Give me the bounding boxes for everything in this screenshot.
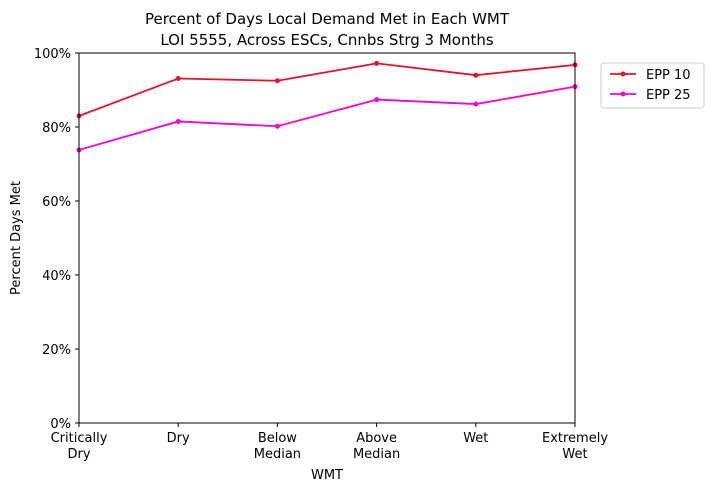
y-axis: 0% 20% 40% 60% 80% 100% (34, 47, 79, 432)
x-tick-label-line: Dry (67, 447, 90, 462)
y-tick-label: 40% (42, 269, 71, 284)
y-tick-label: 80% (42, 121, 71, 136)
y-tick-label: 0% (50, 417, 71, 432)
x-tick-label-line: Below (258, 431, 297, 446)
legend-marker-2 (620, 91, 626, 97)
x-tick-label: Dry (167, 431, 190, 446)
y-axis-label: Percent Days Met (9, 181, 24, 295)
x-tick-label-line: Wet (562, 447, 587, 462)
series-line-2 (78, 85, 576, 151)
x-axis-label: WMT (311, 468, 343, 483)
x-tick-label-line: Extremely (542, 431, 608, 446)
x-tick-label: Extremely Wet (542, 431, 608, 462)
x-tick-label-line: Above (356, 431, 397, 446)
y-tick-label: 60% (42, 195, 71, 210)
series-2-point-4 (374, 97, 380, 103)
x-tick-label-line: Median (254, 447, 301, 462)
series-2-point-2 (175, 118, 181, 124)
series-1-point-4 (374, 60, 380, 66)
x-tick-label-line: Dry (167, 431, 190, 446)
series-1-point-5 (473, 72, 479, 78)
x-tick-label-line: Critically (51, 431, 108, 446)
legend-label-1: EPP 10 (646, 68, 691, 83)
x-tick-label-line: Wet (463, 431, 488, 446)
series-line-1 (78, 62, 576, 117)
x-tick-label-line: Median (353, 447, 400, 462)
chart-title-line-1: Percent of Days Local Demand Met in Each… (145, 10, 510, 28)
legend: EPP 10 EPP 25 (600, 62, 705, 109)
y-tick-label: 20% (42, 343, 71, 358)
series-2-point-5 (473, 101, 479, 107)
series-2-point-3 (274, 123, 280, 129)
plot-area (76, 52, 578, 424)
plot-frame (78, 52, 576, 424)
chart-title: Percent of Days Local Demand Met in Each… (145, 10, 510, 49)
legend-marker-1 (620, 71, 626, 77)
series-1-point-2 (175, 76, 181, 82)
series-1-point-3 (274, 78, 280, 84)
x-tick-label: Below Median (254, 431, 301, 462)
x-tick-label: Wet (463, 431, 488, 446)
x-tick-label: Above Median (353, 431, 400, 462)
chart-title-line-2: LOI 5555, Across ESCs, Cnnbs Strg 3 Mont… (160, 31, 494, 49)
x-tick-label: Critically Dry (51, 431, 108, 462)
y-tick-label: 100% (34, 47, 71, 62)
legend-label-2: EPP 25 (646, 88, 691, 103)
